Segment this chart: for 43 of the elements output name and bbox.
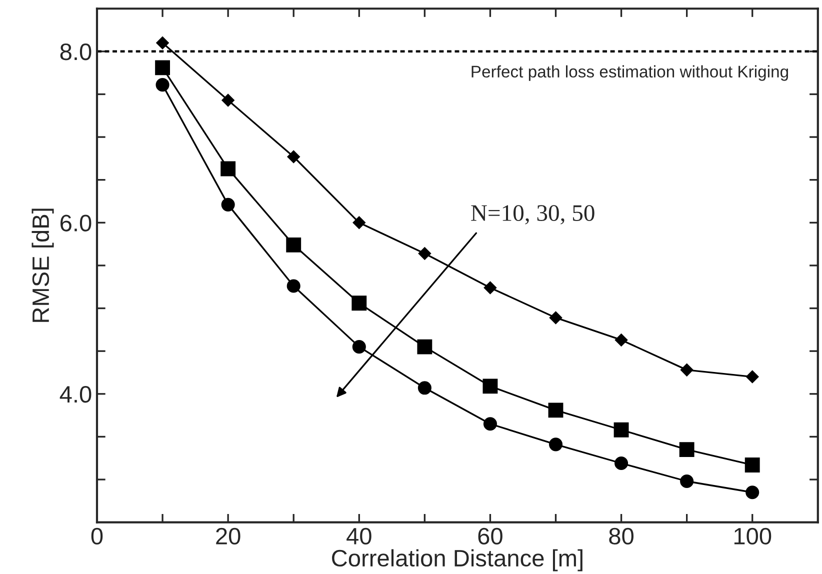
x-tick-label: 20 (216, 528, 240, 545)
x-axis-title: Correlation Distance [m] (332, 549, 582, 572)
point (352, 296, 367, 311)
x-tick-label: 0 (91, 528, 103, 545)
point (679, 442, 694, 458)
point (156, 36, 169, 50)
point (746, 486, 760, 500)
point (482, 378, 498, 394)
point (417, 339, 432, 354)
point (156, 78, 170, 92)
point (614, 422, 629, 438)
point (614, 456, 628, 470)
point (746, 370, 759, 384)
annotation: N=10, 30, 50 (471, 205, 594, 224)
x-tick-label: 60 (478, 528, 502, 545)
point (221, 198, 235, 212)
point (352, 340, 366, 354)
point (548, 438, 563, 452)
point (418, 247, 432, 260)
point (352, 216, 366, 230)
x-tick-label: 80 (609, 528, 634, 545)
point (222, 94, 234, 107)
point (483, 417, 497, 431)
x-tick-label: 40 (346, 528, 372, 545)
point (155, 60, 170, 76)
point (614, 334, 628, 346)
point (287, 150, 300, 164)
point (286, 237, 302, 252)
point (549, 311, 562, 324)
y-tick-label: 4.0 (60, 386, 92, 403)
point (680, 364, 694, 376)
x-tick-label: 100 (734, 528, 772, 545)
point (680, 474, 694, 488)
y-axis-title: RMSE [dB] (32, 208, 54, 322)
point (286, 279, 300, 293)
point (548, 402, 564, 418)
point (484, 281, 497, 294)
point (744, 458, 760, 472)
point (418, 381, 432, 395)
y-tick-label: 8.0 (60, 43, 92, 60)
point (220, 161, 236, 176)
ref-line-label: Perfect path loss estimation without Kriging (472, 65, 788, 81)
y-tick-label: 6.0 (60, 214, 92, 232)
